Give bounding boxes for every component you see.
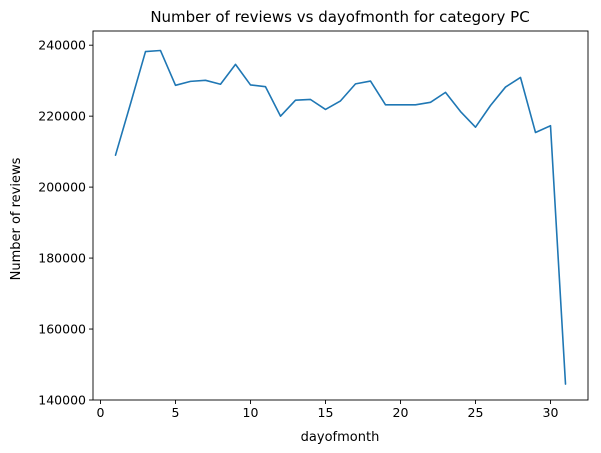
axes-frame [92,30,589,401]
y-axis-label: Number of reviews [9,157,24,280]
x-tick-label: 15 [318,405,334,420]
series-line-0 [114,49,567,385]
y-tick-label: 140000 [38,393,86,408]
y-tick-label: 220000 [38,109,86,124]
x-tick-label: 10 [243,405,259,420]
x-tick-label: 30 [543,405,559,420]
y-tick-label: 160000 [38,322,86,337]
x-axis-label: dayofmonth [301,430,380,445]
chart-title: Number of reviews vs dayofmonth for cate… [150,8,529,26]
x-tick-label: 5 [172,405,180,420]
x-tick-label: 0 [97,405,105,420]
x-tick-label: 20 [393,405,409,420]
y-tick-label: 180000 [38,251,86,266]
x-tick-label: 25 [468,405,484,420]
y-tick-label: 200000 [38,180,86,195]
y-tick-label: 240000 [38,38,86,53]
plot-area: 0 5 10 15 20 25 30 140000 160000 180000 200000 2200… [38,30,589,420]
